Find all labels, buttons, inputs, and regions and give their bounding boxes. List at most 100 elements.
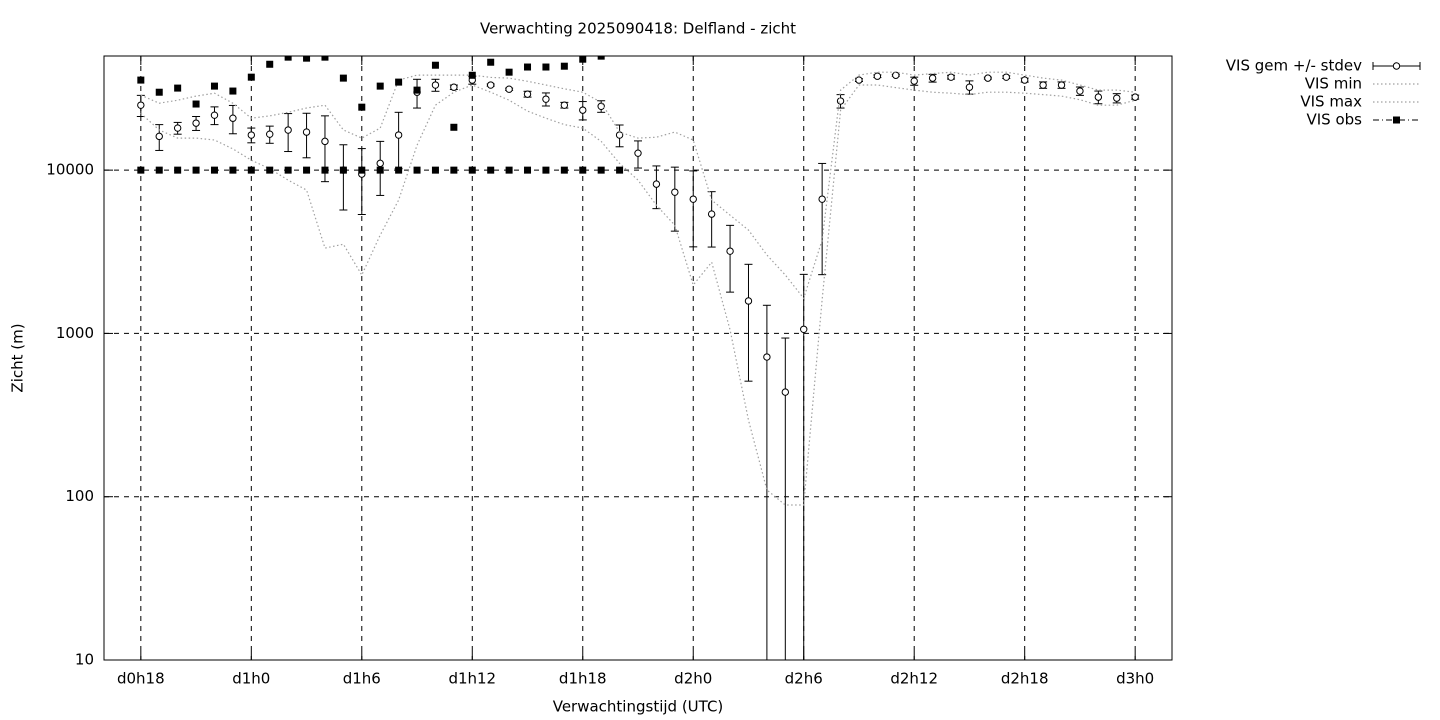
mean-point: [928, 74, 937, 82]
mean-point: [744, 297, 753, 305]
y-tick-label: 10000: [46, 161, 94, 179]
mean-point: [781, 388, 790, 396]
obs-point: [210, 82, 218, 90]
obs-point: [247, 73, 255, 81]
obs-point: [303, 56, 311, 62]
y-tick-label: 100: [65, 487, 94, 505]
mean-point: [763, 353, 771, 361]
mean-point: [579, 106, 587, 114]
x-tick-label: d1h6: [343, 670, 381, 688]
obs-point: [395, 166, 403, 174]
x-tick-label: d1h18: [559, 670, 607, 688]
obs-point: [413, 166, 421, 174]
legend-label: VIS gem +/- stdev: [1226, 57, 1362, 75]
error-bar: [726, 224, 735, 293]
obs-point: [137, 166, 145, 174]
obs-point: [505, 166, 513, 174]
mean-point: [523, 90, 532, 98]
obs-point: [413, 86, 421, 94]
mean-point: [892, 71, 900, 79]
mean-point: [1094, 93, 1103, 101]
mean-point: [321, 137, 329, 146]
legend-label: VIS obs: [1307, 111, 1363, 129]
x-tick-label: d0h18: [117, 670, 165, 688]
obs-point: [487, 58, 495, 66]
mean-point: [836, 97, 845, 105]
obs-point: [155, 166, 163, 174]
obs-point: [450, 166, 458, 174]
obs-point: [579, 166, 587, 174]
obs-point: [266, 60, 274, 68]
error-bar: [744, 263, 753, 382]
mean-point: [707, 210, 716, 218]
obs-point: [284, 56, 292, 61]
mean-point: [1039, 81, 1047, 89]
obs-point: [137, 76, 145, 84]
obs-point: [579, 56, 587, 63]
y-axis-label: Zicht (m): [9, 323, 27, 392]
mean-point: [192, 119, 200, 127]
obs-point: [395, 78, 403, 86]
x-tick-label: d1h12: [448, 670, 496, 688]
error-bar: [670, 166, 679, 232]
obs-point: [339, 74, 347, 82]
mean-point: [1076, 87, 1084, 95]
mean-point: [1131, 93, 1139, 101]
x-tick-label: d2h6: [785, 670, 823, 688]
mean-point: [634, 149, 642, 157]
mean-point: [855, 76, 863, 84]
error-bar: [799, 273, 808, 660]
x-tick-label: d3h0: [1116, 670, 1154, 688]
mean-point: [431, 81, 440, 89]
obs-point: [431, 61, 439, 69]
obs-point: [358, 166, 366, 174]
y-tick-label: 1000: [56, 324, 94, 342]
obs-point: [597, 56, 605, 60]
mean-point: [542, 95, 550, 103]
obs-point: [376, 166, 384, 174]
chart-title: Verwachting 2025090418: Delfland - zicht: [480, 20, 796, 38]
mean-point: [229, 114, 237, 122]
mean-point: [984, 74, 992, 82]
mean-point: [1002, 73, 1010, 81]
mean-point: [266, 130, 274, 138]
mean-point: [652, 180, 661, 188]
obs-point: [155, 88, 163, 96]
obs-point: [210, 166, 218, 174]
legend-label: VIS max: [1300, 93, 1362, 111]
obs-point: [229, 166, 237, 174]
mean-point: [597, 102, 605, 110]
x-tick-label: d2h0: [674, 670, 712, 688]
range-line: [140, 71, 1136, 300]
obs-point: [358, 103, 366, 111]
obs-point: [431, 166, 439, 174]
obs-point: [174, 166, 182, 174]
obs-point: [487, 166, 495, 174]
legend-sample: [1393, 116, 1400, 124]
mean-point: [873, 72, 882, 80]
mean-point: [1057, 81, 1066, 89]
obs-point: [560, 166, 568, 174]
obs-point: [174, 84, 182, 92]
mean-point: [173, 124, 182, 132]
obs-point: [229, 87, 237, 95]
mean-point: [155, 132, 163, 141]
mean-point: [818, 195, 826, 203]
obs-point: [542, 166, 550, 174]
obs-point: [247, 166, 255, 174]
obs-point: [505, 68, 513, 76]
mean-point: [1113, 94, 1121, 102]
x-axis-label: Verwachtingstijd (UTC): [553, 698, 724, 716]
obs-point: [560, 62, 568, 70]
mean-point: [689, 195, 697, 203]
obs-point: [468, 71, 476, 79]
obs-point: [321, 56, 329, 61]
mean-point: [247, 131, 256, 139]
mean-point: [965, 83, 974, 91]
error-bar: [357, 148, 366, 215]
mean-point: [671, 188, 679, 196]
x-tick-label: d2h12: [890, 670, 938, 688]
obs-point: [376, 82, 384, 90]
